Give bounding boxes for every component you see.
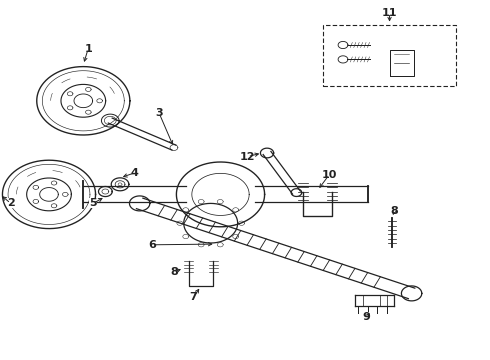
Text: 7: 7 [190,292,197,302]
Text: 9: 9 [363,312,370,322]
Text: 3: 3 [155,108,163,118]
Text: 2: 2 [7,198,15,208]
Text: 4: 4 [131,168,139,178]
Text: 10: 10 [321,170,337,180]
Text: 11: 11 [382,8,397,18]
Text: 5: 5 [89,198,97,208]
Bar [323,25,456,86]
Text: 12: 12 [240,152,255,162]
Text: 1: 1 [84,44,92,54]
Text: 8: 8 [170,267,178,277]
Text: 8: 8 [391,206,398,216]
Text: 6: 6 [148,240,156,250]
